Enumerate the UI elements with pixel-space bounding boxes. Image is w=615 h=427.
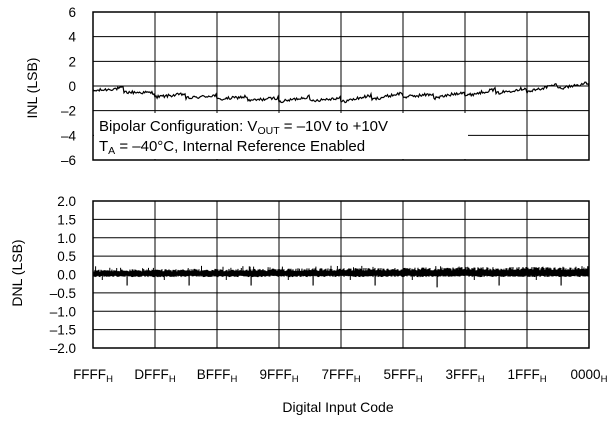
inl-y-tick: 2 <box>68 54 76 69</box>
inl-y-tick: –6 <box>61 153 76 168</box>
dnl-y-tick: 2.0 <box>57 194 76 209</box>
dnl-frame <box>92 200 590 349</box>
inl-y-tick: 4 <box>68 30 76 45</box>
x-tick-label: 0000H <box>571 367 608 385</box>
dnl-y-tick: 1.5 <box>57 212 76 227</box>
dnl-panel: 2.0 1.5 1.0 0.5 0.0 –0.5 –1.0 –1.5 –2.0 DNL (LSB… <box>9 194 608 415</box>
dnl-y-tick: 0.5 <box>57 249 76 264</box>
inl-y-tick-labels: 6 4 2 0 –2 –4 –6 <box>61 5 77 168</box>
dnl-trace <box>92 265 590 288</box>
x-tick-label: 5FFFH <box>383 367 422 385</box>
dnl-y-tick: –1.5 <box>50 323 76 338</box>
dnl-y-tick: 0.0 <box>57 268 76 283</box>
dnl-y-axis-label: DNL (LSB) <box>9 239 25 306</box>
inl-frame <box>92 11 590 161</box>
x-axis-label: Digital Input Code <box>282 399 394 415</box>
x-tick-label: 7FFFH <box>321 367 360 385</box>
dnl-y-tick: 1.0 <box>57 231 76 246</box>
x-tick-label: 1FFFH <box>507 367 546 385</box>
inl-annotation-line1: Bipolar Configuration: VOUT = –10V to +1… <box>99 118 388 137</box>
inl-y-axis-label: INL (LSB) <box>24 58 40 119</box>
inl-y-tick: –4 <box>61 128 77 143</box>
inl-panel: Bipolar Configuration: VOUT = –10V to +1… <box>24 5 590 168</box>
x-tick-label: 9FFFH <box>259 367 298 385</box>
x-tick-label: DFFFH <box>134 367 176 385</box>
x-tick-label: 3FFFH <box>445 367 484 385</box>
dnl-series-band <box>92 266 590 278</box>
dnl-y-tick-labels: 2.0 1.5 1.0 0.5 0.0 –0.5 –1.0 –1.5 –2.0 <box>50 194 76 356</box>
inl-trace <box>92 81 590 104</box>
inl-annotation-box <box>94 113 468 159</box>
x-tick-label: BFFFH <box>197 367 238 385</box>
inl-y-tick: 6 <box>68 5 76 20</box>
dnl-y-tick: –2.0 <box>50 341 76 356</box>
dnl-y-tick: –0.5 <box>50 286 76 301</box>
inl-series-line <box>92 81 590 104</box>
inl-annotation-line2: TA = –40°C, Internal Reference Enabled <box>99 138 365 157</box>
inl-y-tick: 0 <box>68 79 76 94</box>
dnl-y-tick: –1.0 <box>50 304 76 319</box>
x-tick-label: FFFFH <box>73 367 113 385</box>
dnl-x-tick-labels: FFFFH DFFFH BFFFH 9FFFH 7FFFH 5FFFH 3FFFH 1FFFH… <box>73 367 608 385</box>
inl-y-tick: –2 <box>61 104 76 119</box>
